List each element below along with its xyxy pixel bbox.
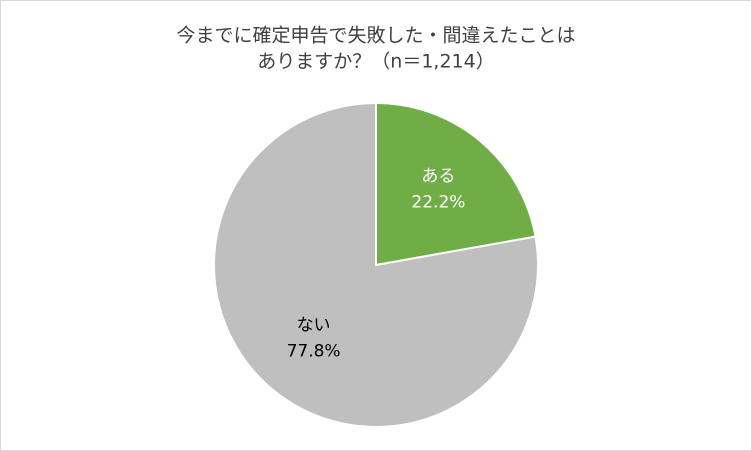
chart-title: ありますか？（n＝1,214）	[257, 51, 494, 73]
slice-label: ある	[421, 166, 455, 186]
value-label: 77.8%	[287, 342, 341, 362]
slice-label: ない	[297, 316, 331, 336]
pie-slice	[375, 101, 537, 267]
chart-title: 今までに確定申告で失敗した・間違えたことは	[176, 25, 575, 47]
value-label: 22.2%	[411, 192, 465, 212]
pie-slice	[213, 101, 539, 428]
